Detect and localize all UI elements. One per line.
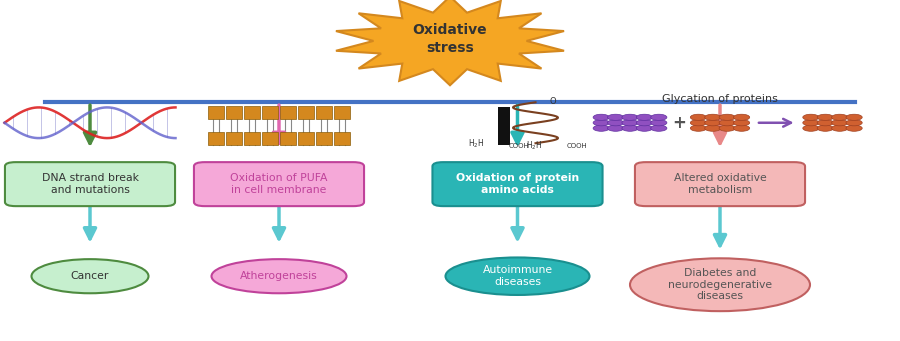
Circle shape bbox=[651, 120, 667, 126]
Circle shape bbox=[636, 120, 652, 126]
Bar bbox=[263, 132, 277, 145]
Circle shape bbox=[690, 125, 707, 131]
FancyBboxPatch shape bbox=[432, 162, 603, 206]
Circle shape bbox=[705, 125, 721, 131]
Circle shape bbox=[832, 125, 848, 131]
Circle shape bbox=[846, 125, 862, 131]
Bar bbox=[244, 106, 259, 119]
Circle shape bbox=[719, 125, 735, 131]
Text: Altered oxidative
metabolism: Altered oxidative metabolism bbox=[673, 173, 767, 195]
Circle shape bbox=[622, 125, 638, 131]
FancyBboxPatch shape bbox=[5, 162, 175, 206]
Text: Oxidation of protein
amino acids: Oxidation of protein amino acids bbox=[456, 173, 579, 195]
Text: $\rm H_2H$: $\rm H_2H$ bbox=[468, 138, 484, 150]
Circle shape bbox=[636, 114, 652, 120]
Circle shape bbox=[832, 120, 848, 126]
Circle shape bbox=[803, 114, 819, 120]
Text: Cancer: Cancer bbox=[71, 271, 109, 281]
Circle shape bbox=[734, 125, 750, 131]
Circle shape bbox=[608, 120, 624, 126]
Circle shape bbox=[636, 125, 652, 131]
Circle shape bbox=[593, 114, 609, 120]
Circle shape bbox=[719, 114, 735, 120]
Circle shape bbox=[608, 125, 624, 131]
Bar bbox=[317, 132, 331, 145]
Circle shape bbox=[817, 125, 833, 131]
Bar bbox=[244, 132, 259, 145]
Circle shape bbox=[705, 114, 721, 120]
Text: Atherogenesis: Atherogenesis bbox=[240, 271, 318, 281]
Ellipse shape bbox=[630, 258, 810, 311]
Text: COOH: COOH bbox=[567, 143, 588, 149]
Circle shape bbox=[817, 120, 833, 126]
Circle shape bbox=[705, 120, 721, 126]
Circle shape bbox=[817, 114, 833, 120]
Bar bbox=[208, 132, 223, 145]
Circle shape bbox=[651, 114, 667, 120]
Text: DNA strand break
and mutations: DNA strand break and mutations bbox=[41, 173, 139, 195]
Bar bbox=[299, 132, 314, 145]
Text: Diabetes and
neurodegenerative
diseases: Diabetes and neurodegenerative diseases bbox=[668, 268, 772, 301]
Bar bbox=[281, 106, 295, 119]
Bar bbox=[317, 106, 331, 119]
FancyBboxPatch shape bbox=[635, 162, 806, 206]
Bar bbox=[335, 132, 349, 145]
Bar bbox=[281, 132, 295, 145]
Circle shape bbox=[846, 120, 862, 126]
Text: Autoimmune
diseases: Autoimmune diseases bbox=[482, 265, 553, 287]
Circle shape bbox=[803, 125, 819, 131]
Text: Oxidative
stress: Oxidative stress bbox=[413, 23, 487, 56]
Circle shape bbox=[719, 120, 735, 126]
FancyBboxPatch shape bbox=[194, 162, 364, 206]
Circle shape bbox=[593, 125, 609, 131]
Text: Oxidation of PUFA
in cell membrane: Oxidation of PUFA in cell membrane bbox=[230, 173, 328, 195]
Circle shape bbox=[734, 114, 750, 120]
Ellipse shape bbox=[446, 257, 590, 295]
Bar bbox=[263, 106, 277, 119]
Text: $\rm H_2H$: $\rm H_2H$ bbox=[526, 139, 543, 152]
Text: COOH: COOH bbox=[508, 143, 529, 149]
Bar bbox=[227, 132, 241, 145]
Ellipse shape bbox=[212, 259, 346, 293]
Bar bbox=[335, 106, 349, 119]
Circle shape bbox=[846, 114, 862, 120]
Text: O: O bbox=[549, 97, 555, 106]
Text: Glycation of proteins: Glycation of proteins bbox=[662, 94, 778, 104]
Circle shape bbox=[651, 125, 667, 131]
Circle shape bbox=[734, 120, 750, 126]
Bar bbox=[299, 106, 314, 119]
Circle shape bbox=[593, 120, 609, 126]
Text: +: + bbox=[672, 114, 687, 132]
Bar bbox=[498, 107, 510, 145]
Bar bbox=[208, 106, 223, 119]
Circle shape bbox=[690, 120, 707, 126]
Circle shape bbox=[690, 114, 707, 120]
Circle shape bbox=[608, 114, 624, 120]
Circle shape bbox=[803, 120, 819, 126]
Polygon shape bbox=[336, 0, 564, 85]
Bar bbox=[227, 106, 241, 119]
Circle shape bbox=[832, 114, 848, 120]
Circle shape bbox=[622, 120, 638, 126]
Ellipse shape bbox=[32, 259, 148, 293]
Circle shape bbox=[622, 114, 638, 120]
